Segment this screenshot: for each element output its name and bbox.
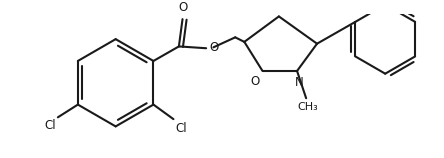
Text: N: N: [294, 76, 303, 88]
Text: O: O: [210, 41, 219, 54]
Text: CH₃: CH₃: [297, 102, 318, 112]
Text: Cl: Cl: [44, 119, 56, 132]
Text: O: O: [178, 1, 187, 14]
Text: O: O: [250, 75, 260, 88]
Text: Cl: Cl: [175, 122, 187, 135]
